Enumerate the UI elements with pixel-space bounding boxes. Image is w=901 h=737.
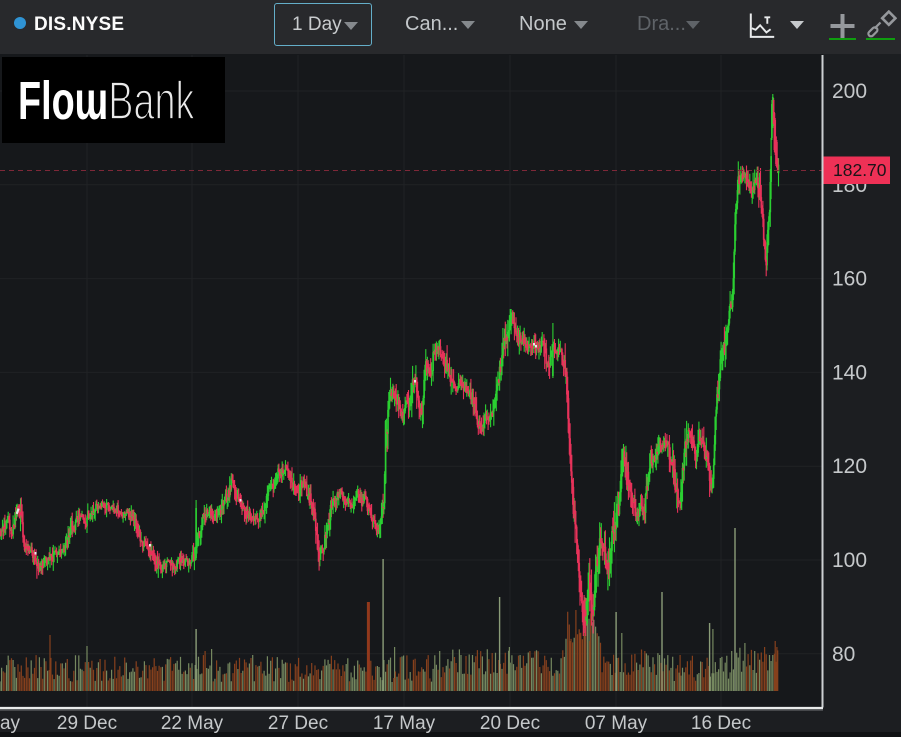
svg-text:FloɯBank: FloɯBank	[18, 70, 195, 130]
svg-text:160: 160	[832, 268, 867, 291]
svg-text:80: 80	[832, 643, 855, 666]
svg-text:200: 200	[832, 80, 867, 103]
svg-text:29 Dec: 29 Dec	[57, 713, 117, 734]
svg-text:ay: ay	[0, 713, 21, 734]
svg-text:16 Dec: 16 Dec	[691, 713, 751, 734]
svg-text:22 May: 22 May	[161, 713, 224, 734]
svg-text:120: 120	[832, 455, 867, 478]
svg-text:20 Dec: 20 Dec	[480, 713, 540, 734]
svg-text:100: 100	[832, 549, 867, 572]
svg-text:27 Dec: 27 Dec	[268, 713, 328, 734]
svg-text:17 May: 17 May	[373, 713, 436, 734]
svg-text:07 May: 07 May	[585, 713, 648, 734]
svg-text:182.70: 182.70	[833, 160, 887, 180]
svg-text:140: 140	[832, 361, 867, 384]
